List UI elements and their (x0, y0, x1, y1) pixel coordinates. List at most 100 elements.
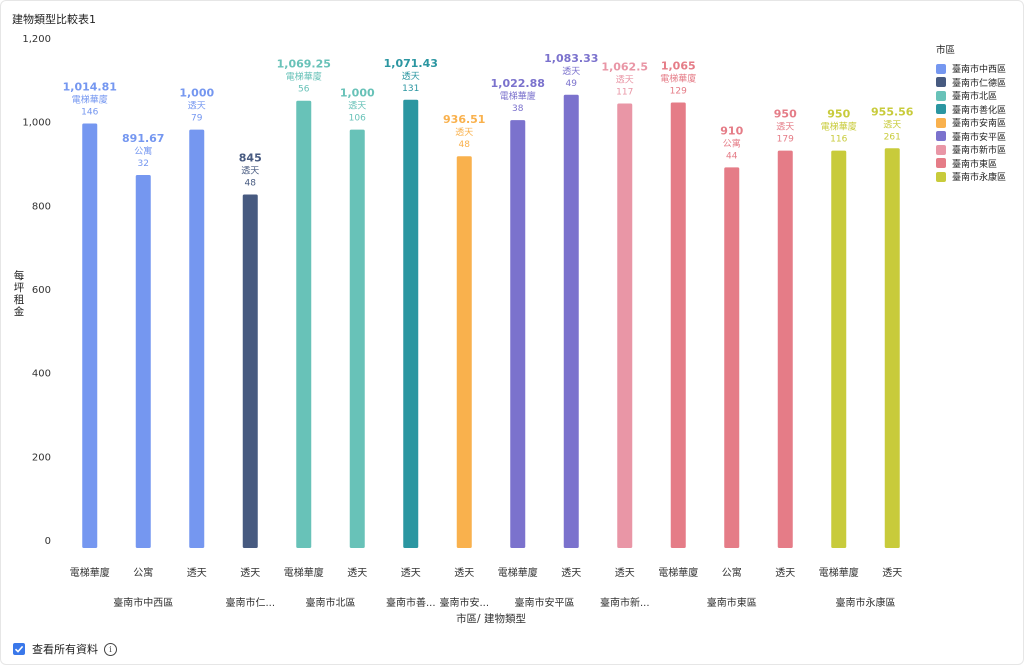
y-tick-label: 1,200 (22, 34, 51, 45)
bar-category-label: 電梯華廈 (286, 71, 322, 83)
bar-count-label: 49 (566, 79, 578, 89)
bar-value-label: 1,069.25 (277, 58, 331, 71)
x-tick-label: 透天 (882, 567, 902, 579)
bar-category-label: 透天 (455, 127, 473, 138)
legend-item[interactable]: 臺南市安南區 (936, 116, 1006, 130)
legend-label: 臺南市永康區 (952, 173, 1007, 184)
bar-value-label: 955.56 (871, 105, 914, 118)
bar-category-label: 電梯華廈 (500, 90, 536, 102)
bar-value-label: 1,083.33 (544, 52, 598, 65)
bar-count-label: 48 (459, 140, 471, 150)
legend-swatch (936, 131, 946, 142)
bar-category-label: 電梯華廈 (72, 93, 108, 105)
legend-label: 臺南市新市區 (952, 146, 1007, 157)
legend-swatch (936, 63, 946, 74)
y-tick-label: 200 (32, 452, 51, 463)
legend-label: 臺南市安平區 (952, 132, 1007, 143)
legend-swatch (936, 158, 946, 169)
x-tick-label: 電梯華廈 (658, 566, 698, 579)
bar-value-label: 1,022.88 (491, 77, 545, 90)
bar-count-label: 117 (616, 88, 633, 98)
bar (456, 156, 472, 548)
bar-count-label: 179 (777, 135, 794, 145)
bar (296, 100, 312, 548)
x-group-label: 臺南市善... (386, 596, 436, 609)
bar (831, 150, 847, 549)
bar-count-label: 261 (884, 132, 901, 142)
legend-item[interactable]: 臺南市善化區 (936, 103, 1006, 117)
x-group-label: 臺南市北區 (306, 596, 356, 609)
bar-count-label: 44 (726, 151, 738, 161)
bar (189, 129, 205, 548)
bar-value-label: 1,065 (661, 59, 696, 72)
bar-value-label: 1,062.5 (601, 61, 648, 74)
legend-label: 臺南市北區 (952, 92, 998, 103)
bar-count-label: 131 (402, 84, 419, 94)
info-icon[interactable]: i (104, 642, 117, 656)
legend-swatch (936, 90, 946, 101)
bar (724, 167, 740, 549)
bar-category-label: 電梯華廈 (660, 72, 696, 84)
legend-item[interactable]: 臺南市新市區 (936, 143, 1006, 157)
x-axis-label: 市區/ 建物類型 (456, 612, 526, 625)
bar-category-label: 公寓 (134, 145, 152, 157)
legend-label: 臺南市中西區 (952, 65, 1007, 76)
x-tick-label: 透天 (240, 567, 260, 579)
x-tick-label: 電梯華廈 (70, 566, 110, 579)
x-group-label: 臺南市東區 (707, 596, 757, 609)
y-tick-label: 400 (32, 369, 51, 380)
bar-category-label: 透天 (883, 119, 901, 130)
x-tick-label: 透天 (187, 567, 207, 579)
bar-count-label: 56 (298, 85, 310, 95)
bar (135, 174, 151, 548)
bar-value-label: 1,014.81 (63, 80, 117, 93)
bar (403, 99, 419, 548)
legend-item[interactable]: 臺南市永康區 (936, 170, 1006, 184)
bar (563, 94, 579, 549)
legend-item[interactable]: 臺南市安平區 (936, 130, 1006, 144)
x-tick-label: 透天 (454, 567, 474, 579)
legend-item[interactable]: 臺南市東區 (936, 157, 1006, 171)
legend-swatch (936, 104, 946, 115)
bar (884, 148, 900, 549)
bar-category-label: 公寓 (723, 137, 741, 149)
bar-category-label: 透天 (188, 101, 206, 112)
x-tick-label: 電梯華廈 (498, 566, 538, 579)
bar-value-label: 1,000 (179, 87, 214, 100)
x-group-label: 臺南市安... (439, 596, 489, 609)
bar-category-label: 透天 (241, 166, 259, 177)
x-tick-label: 透天 (615, 567, 635, 579)
bar-category-label: 透天 (562, 66, 580, 77)
x-group-label: 臺南市安平區 (515, 596, 575, 609)
legend-title: 市區 (936, 45, 956, 56)
bar (617, 103, 633, 548)
legend-label: 臺南市安南區 (952, 119, 1007, 130)
legend-swatch (936, 117, 946, 128)
bar (510, 120, 526, 548)
legend-item[interactable]: 臺南市中西區 (936, 62, 1006, 76)
x-tick-label: 公寓 (722, 566, 742, 579)
bar-category-label: 透天 (348, 101, 366, 112)
x-group-label: 臺南市新... (600, 596, 650, 609)
y-tick-label: 1,000 (22, 118, 51, 129)
show-all-data-row: 查看所有資料 i (13, 641, 117, 657)
legend-item[interactable]: 臺南市北區 (936, 89, 1006, 103)
bar-count-label: 38 (512, 104, 524, 114)
legend-swatch (936, 171, 946, 182)
y-tick-label: 0 (45, 536, 51, 547)
legend-label: 臺南市東區 (952, 159, 998, 170)
bar-value-label: 1,000 (340, 87, 375, 100)
bar-category-label: 電梯華廈 (821, 121, 857, 133)
x-group-label: 臺南市中西區 (113, 596, 173, 609)
legend-item[interactable]: 臺南市仁德區 (936, 76, 1006, 90)
bar-value-label: 936.51 (443, 113, 485, 126)
legend-label: 臺南市仁德區 (952, 78, 1007, 89)
y-tick-label: 600 (32, 285, 51, 296)
y-axis-label: 每坪租金 (14, 269, 25, 318)
show-all-checkbox[interactable] (13, 643, 25, 655)
bar-count-label: 116 (830, 135, 847, 145)
legend-swatch (936, 144, 946, 155)
bar (670, 102, 686, 548)
show-all-label[interactable]: 查看所有資料 (32, 643, 98, 656)
